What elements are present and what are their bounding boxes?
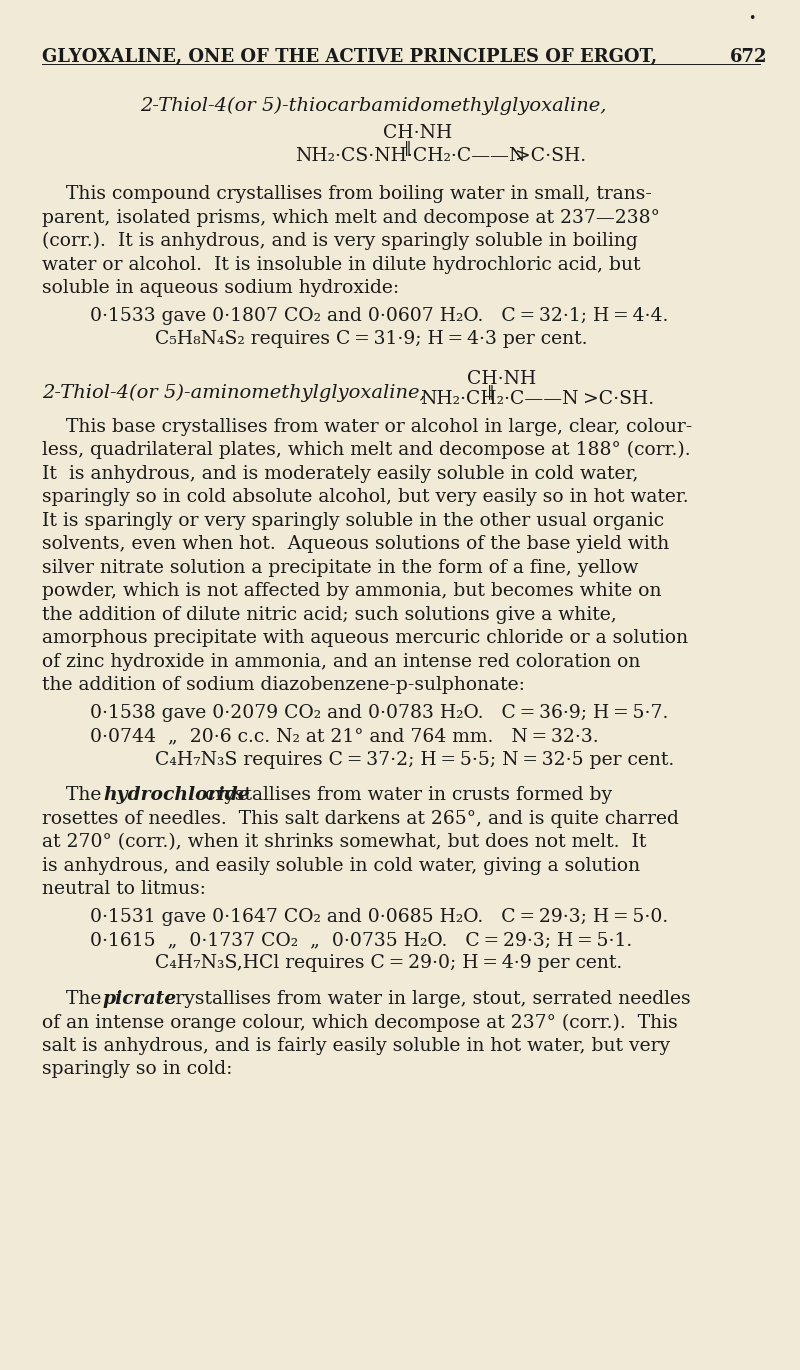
Text: picrate: picrate	[103, 991, 177, 1008]
Text: parent, isolated prisms, which melt and decompose at 237—238°: parent, isolated prisms, which melt and …	[42, 208, 660, 226]
Text: C₄H₇N₃S requires C = 37·2; H = 5·5; N = 32·5 per cent.: C₄H₇N₃S requires C = 37·2; H = 5·5; N = …	[155, 751, 674, 769]
Text: NH₂·CH₂·C——N: NH₂·CH₂·C——N	[420, 389, 578, 407]
Text: 2-Thiol-4(or 5)-thiocarbamidomethylglyoxaline,: 2-Thiol-4(or 5)-thiocarbamidomethylglyox…	[140, 97, 606, 115]
Text: crystallises from water in large, stout, serrated needles: crystallises from water in large, stout,…	[159, 991, 690, 1008]
Text: of zinc hydroxide in ammonia, and an intense red coloration on: of zinc hydroxide in ammonia, and an int…	[42, 652, 640, 670]
Text: The: The	[42, 991, 107, 1008]
Text: amorphous precipitate with aqueous mercuric chloride or a solution: amorphous precipitate with aqueous mercu…	[42, 629, 688, 647]
Text: ‖: ‖	[487, 385, 494, 400]
Text: hydrochloride: hydrochloride	[103, 786, 250, 804]
Text: powder, which is not affected by ammonia, but becomes white on: powder, which is not affected by ammonia…	[42, 582, 662, 600]
Text: 0·1533 gave 0·1807 CO₂ and 0·0607 H₂O.   C = 32·1; H = 4·4.: 0·1533 gave 0·1807 CO₂ and 0·0607 H₂O. C…	[90, 307, 668, 325]
Text: of an intense orange colour, which decompose at 237° (corr.).  This: of an intense orange colour, which decom…	[42, 1014, 678, 1032]
Text: soluble in aqueous sodium hydroxide:: soluble in aqueous sodium hydroxide:	[42, 279, 399, 297]
Text: This compound crystallises from boiling water in small, trans-: This compound crystallises from boiling …	[42, 185, 652, 203]
Text: It is sparingly or very sparingly soluble in the other usual organic: It is sparingly or very sparingly solubl…	[42, 511, 664, 529]
Text: sparingly so in cold absolute alcohol, but very easily so in hot water.: sparingly so in cold absolute alcohol, b…	[42, 488, 689, 506]
Text: 0·0744  „  20·6 c.c. N₂ at 21° and 764 mm.   N = 32·3.: 0·0744 „ 20·6 c.c. N₂ at 21° and 764 mm.…	[90, 727, 598, 745]
Text: 2-Thiol-4(or 5)-aminomethylglyoxaline,: 2-Thiol-4(or 5)-aminomethylglyoxaline,	[42, 384, 426, 401]
Text: CH·NH: CH·NH	[383, 125, 452, 142]
Text: (corr.).  It is anhydrous, and is very sparingly soluble in boiling: (corr.). It is anhydrous, and is very sp…	[42, 232, 638, 251]
Text: This base crystallises from water or alcohol in large, clear, colour-: This base crystallises from water or alc…	[42, 418, 692, 436]
Text: C₅H₈N₄S₂ requires C = 31·9; H = 4·3 per cent.: C₅H₈N₄S₂ requires C = 31·9; H = 4·3 per …	[155, 330, 587, 348]
Text: silver nitrate solution a precipitate in the form of a fine, yellow: silver nitrate solution a precipitate in…	[42, 559, 638, 577]
Text: sparingly so in cold:: sparingly so in cold:	[42, 1060, 232, 1078]
Text: •: •	[748, 12, 755, 25]
Text: at 270° (corr.), when it shrinks somewhat, but does not melt.  It: at 270° (corr.), when it shrinks somewha…	[42, 833, 646, 851]
Text: C₄H₇N₃S,HCl requires C = 29·0; H = 4·9 per cent.: C₄H₇N₃S,HCl requires C = 29·0; H = 4·9 p…	[155, 955, 622, 973]
Text: crystallises from water in crusts formed by: crystallises from water in crusts formed…	[199, 786, 612, 804]
Text: >C·SH.: >C·SH.	[583, 389, 654, 407]
Text: It  is anhydrous, and is moderately easily soluble in cold water,: It is anhydrous, and is moderately easil…	[42, 464, 638, 482]
Text: GLYOXALINE, ONE OF THE ACTIVE PRINCIPLES OF ERGOT,: GLYOXALINE, ONE OF THE ACTIVE PRINCIPLES…	[42, 48, 657, 66]
Text: solvents, even when hot.  Aqueous solutions of the base yield with: solvents, even when hot. Aqueous solutio…	[42, 536, 670, 553]
Text: The: The	[42, 786, 107, 804]
Text: 0·1538 gave 0·2079 CO₂ and 0·0783 H₂O.   C = 36·9; H = 5·7.: 0·1538 gave 0·2079 CO₂ and 0·0783 H₂O. C…	[90, 704, 668, 722]
Text: is anhydrous, and easily soluble in cold water, giving a solution: is anhydrous, and easily soluble in cold…	[42, 856, 640, 874]
Text: neutral to litmus:: neutral to litmus:	[42, 880, 206, 897]
Text: ‖: ‖	[404, 141, 412, 156]
Text: 672: 672	[730, 48, 767, 66]
Text: CH·NH: CH·NH	[467, 370, 536, 388]
Text: the addition of sodium diazobenzene-p-sulphonate:: the addition of sodium diazobenzene-p-su…	[42, 675, 525, 695]
Text: less, quadrilateral plates, which melt and decompose at 188° (corr.).: less, quadrilateral plates, which melt a…	[42, 441, 690, 459]
Text: salt is anhydrous, and is fairly easily soluble in hot water, but very: salt is anhydrous, and is fairly easily …	[42, 1037, 670, 1055]
Text: water or alcohol.  It is insoluble in dilute hydrochloric acid, but: water or alcohol. It is insoluble in dil…	[42, 255, 641, 274]
Text: NH₂·CS·NH·CH₂·C——N: NH₂·CS·NH·CH₂·C——N	[295, 147, 526, 164]
Text: rosettes of needles.  This salt darkens at 265°, and is quite charred: rosettes of needles. This salt darkens a…	[42, 810, 679, 827]
Text: the addition of dilute nitric acid; such solutions give a white,: the addition of dilute nitric acid; such…	[42, 606, 617, 623]
Text: 0·1615  „  0·1737 CO₂  „  0·0735 H₂O.   C = 29·3; H = 5·1.: 0·1615 „ 0·1737 CO₂ „ 0·0735 H₂O. C = 29…	[90, 932, 632, 949]
Text: 0·1531 gave 0·1647 CO₂ and 0·0685 H₂O.   C = 29·3; H = 5·0.: 0·1531 gave 0·1647 CO₂ and 0·0685 H₂O. C…	[90, 907, 668, 926]
Text: >C·SH.: >C·SH.	[515, 147, 586, 164]
